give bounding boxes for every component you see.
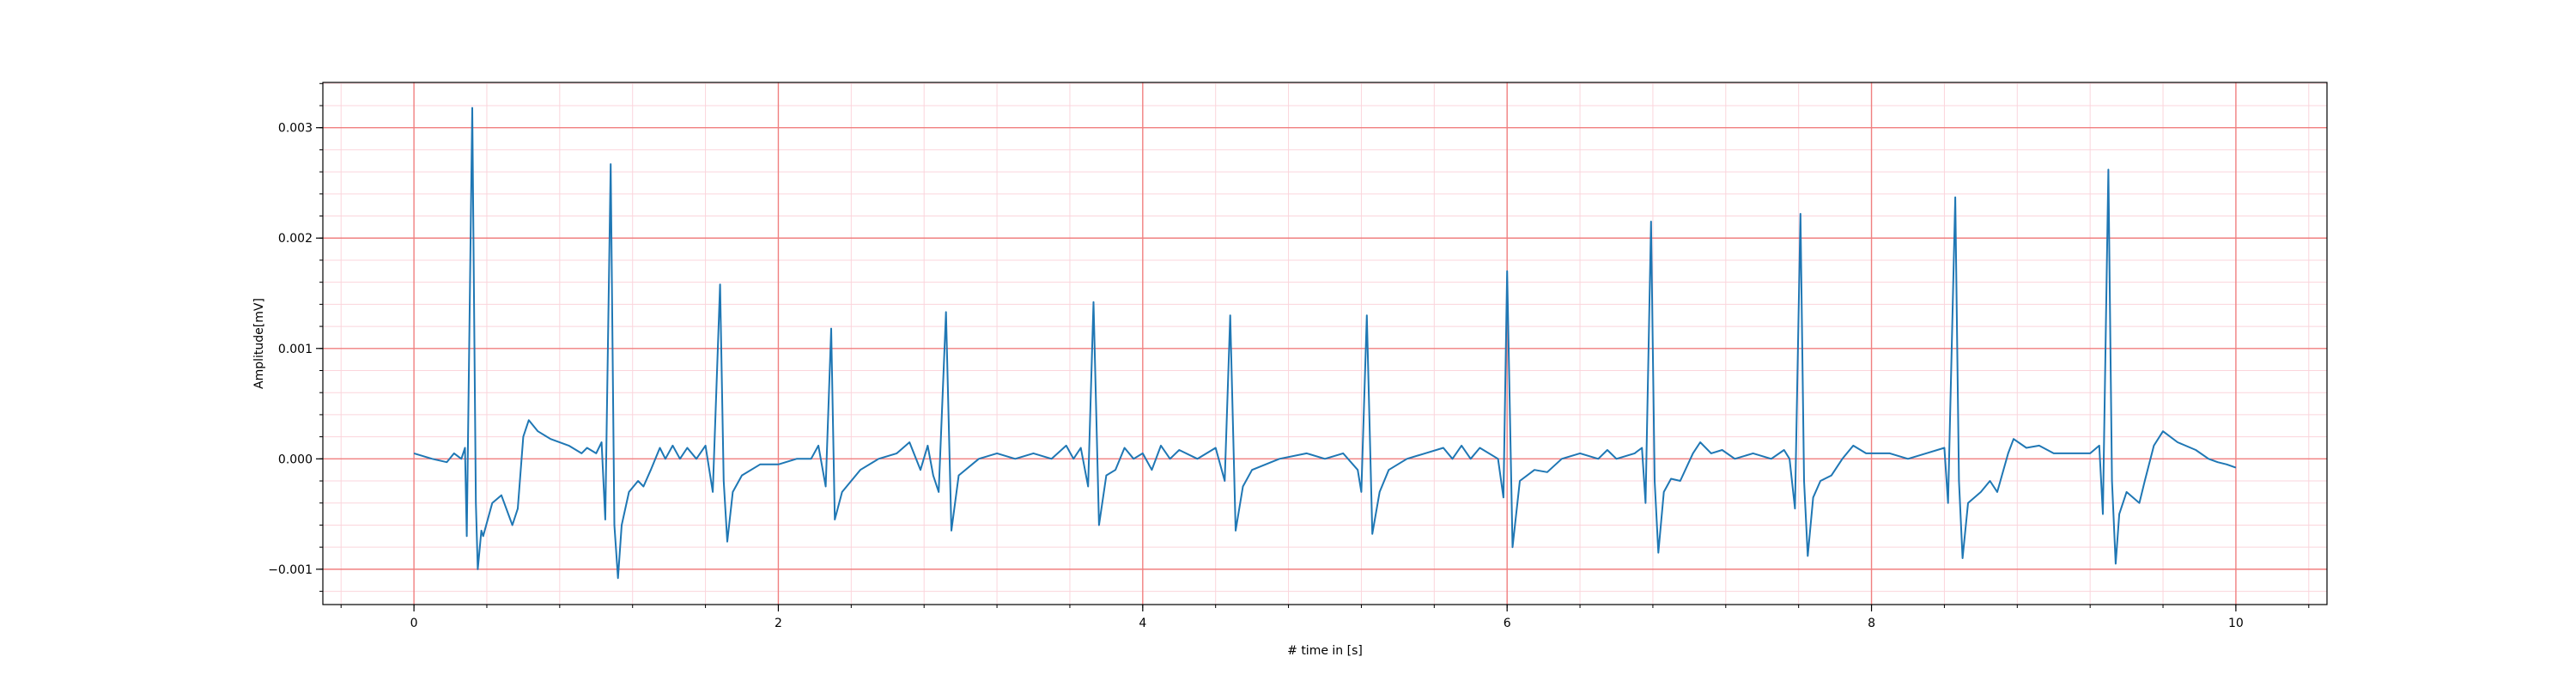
x-tick-label: 6 (1504, 617, 1511, 630)
x-axis-label: # time in [s] (1287, 644, 1363, 658)
x-tick-label: 4 (1139, 617, 1146, 630)
y-axis-ticks: −0.001 0.000 0.001 0.002 0.003 (268, 82, 323, 593)
y-tick-label: 0.001 (278, 343, 313, 356)
ecg-series-line (413, 106, 2237, 580)
x-tick-label: 2 (775, 617, 782, 630)
y-tick-label: 0.000 (278, 453, 313, 466)
x-tick-label: 0 (410, 617, 418, 630)
x-tick-label: 8 (1868, 617, 1875, 630)
x-axis-ticks: 0 2 4 6 8 10 (340, 605, 2310, 630)
y-tick-label: −0.001 (268, 563, 313, 577)
x-tick-label: 10 (2228, 617, 2244, 630)
y-tick-label: 0.002 (278, 232, 313, 246)
y-tick-label: 0.003 (278, 122, 313, 136)
y-axis-label: Amplitude[mV] (252, 298, 266, 389)
plot-area-frame (322, 82, 2328, 605)
